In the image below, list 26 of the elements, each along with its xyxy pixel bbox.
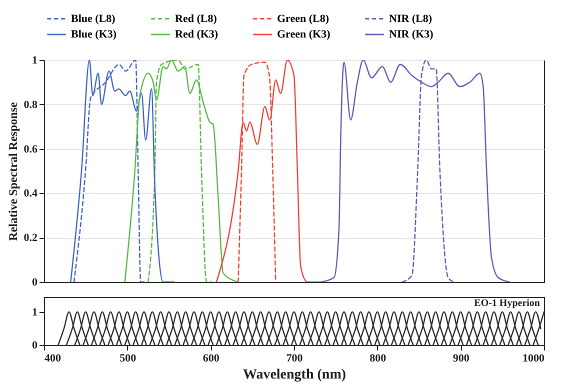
- y-tick-label: 1: [32, 306, 38, 318]
- y-tick-label: 0.6: [24, 143, 38, 156]
- x-tick-label: 500: [120, 352, 137, 364]
- x-axis-title: Wavelength (nm): [242, 368, 346, 382]
- x-tick-label: 800: [370, 352, 387, 364]
- x-tick-label: 1000: [522, 352, 545, 364]
- x-tick-label: 400: [44, 352, 62, 364]
- legend-label: Red (K3): [175, 28, 218, 40]
- y-tick-label: 0: [32, 276, 38, 288]
- legend-label: Green (K3): [277, 28, 331, 40]
- y-tick-label: 1: [32, 54, 38, 66]
- y-tick-label: 0.2: [24, 232, 38, 244]
- legend-label: NIR (L8): [389, 12, 432, 25]
- annotation: EO-1 Hyperion: [474, 298, 540, 309]
- x-tick-label: 600: [202, 352, 220, 364]
- y-axis-title: Relative Spectral Response: [6, 102, 20, 241]
- legend-label: Red (L8): [175, 12, 218, 25]
- y-tick-label: 0.4: [24, 188, 38, 200]
- y-tick-label: 0: [32, 340, 38, 352]
- legend-label: NIR (K3): [389, 28, 434, 40]
- x-tick-label: 700: [286, 352, 304, 364]
- legend-label: Blue (K3): [71, 28, 117, 40]
- y-tick-label: 0.8: [24, 98, 38, 111]
- x-tick-label: 900: [452, 352, 470, 364]
- legend-label: Green (L8): [277, 12, 330, 25]
- legend-label: Blue (L8): [71, 12, 116, 25]
